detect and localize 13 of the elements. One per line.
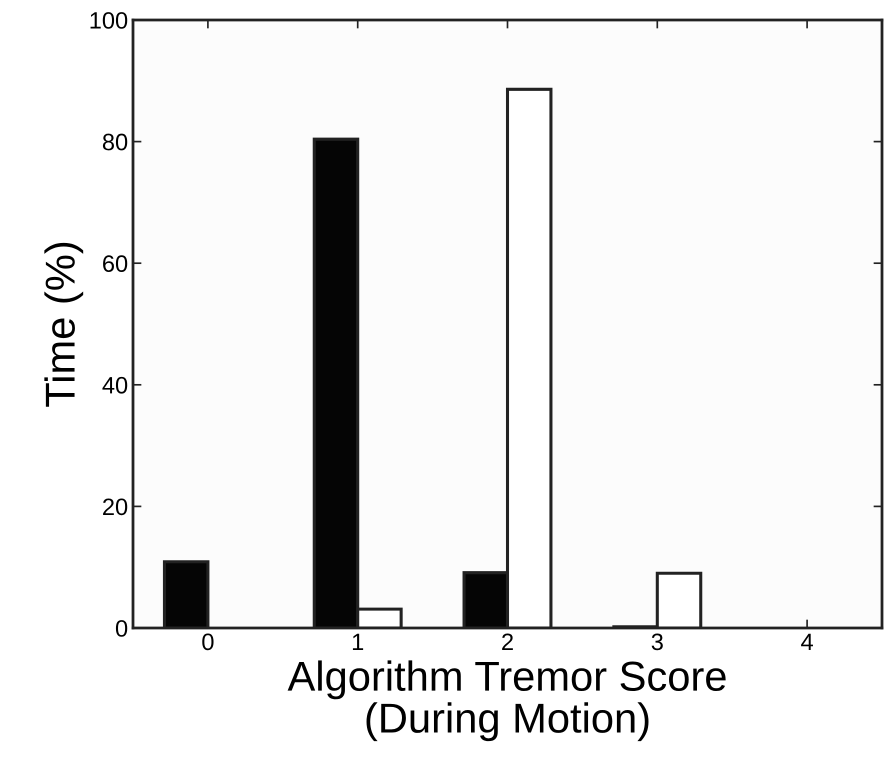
x-axis-title: Algorithm Tremor Score (During Motion)	[288, 660, 726, 742]
y-tick-label: 80	[102, 134, 128, 150]
x-tick-label: 1	[352, 634, 364, 650]
y-tick-label: 100	[90, 12, 128, 29]
x-tick-label: 0	[202, 633, 214, 650]
x-tick-label: 4	[801, 634, 813, 650]
x-tick-label: 2	[502, 633, 513, 650]
y-axis-title: Time (%)	[44, 242, 84, 407]
y-tick-label: 60	[103, 255, 128, 272]
y-tick-label: 40	[102, 376, 128, 394]
y-tick-label: 20	[103, 498, 128, 516]
x-tick-label: 3	[652, 633, 663, 650]
y-tick-label: 0	[116, 620, 128, 637]
